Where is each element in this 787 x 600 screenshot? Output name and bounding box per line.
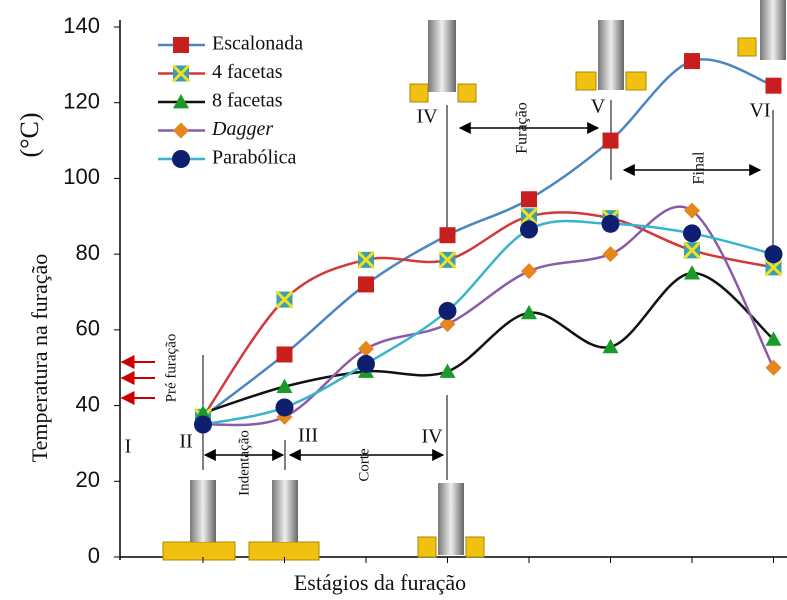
legend-label: Escalonada: [212, 33, 303, 55]
marker: [684, 53, 700, 69]
y-tick-label: 80: [76, 240, 100, 265]
marker: [358, 341, 374, 357]
legend-label: 4 facetas: [212, 61, 283, 83]
marker: [358, 252, 374, 268]
y-tick-label: 120: [63, 89, 100, 114]
legend-label: Parabólica: [212, 147, 297, 169]
annotation: Furação: [514, 102, 531, 154]
legend-marker: [173, 37, 189, 53]
marker: [440, 364, 456, 378]
marker: [277, 346, 293, 362]
marker: [683, 224, 701, 242]
marker: [684, 265, 700, 279]
annotation: IV: [416, 106, 438, 128]
annotation: Final: [691, 151, 708, 184]
y-axis-unit: (°C): [15, 112, 44, 157]
x-axis-label: Estágios da furação: [294, 570, 466, 595]
y-tick-label: 60: [76, 316, 100, 341]
annotation: VI: [749, 100, 770, 122]
marker: [439, 302, 457, 320]
legend-label: 8 facetas: [212, 90, 283, 112]
marker: [521, 263, 537, 279]
marker: [276, 398, 294, 416]
y-tick-label: 40: [76, 391, 100, 416]
marker: [765, 245, 783, 263]
annotation: V: [591, 96, 606, 118]
y-tick-label: 100: [63, 164, 100, 189]
marker: [603, 246, 619, 262]
marker: [603, 133, 619, 149]
y-tick-label: 140: [63, 13, 100, 38]
chart: Estágios da furação Temperatura na furaç…: [0, 0, 787, 600]
marker: [766, 360, 782, 376]
marker: [357, 355, 375, 373]
marker: [684, 242, 700, 258]
marker: [602, 215, 620, 233]
annotation: III: [298, 425, 318, 447]
marker: [520, 221, 538, 239]
annotation: I: [125, 436, 132, 458]
marker: [440, 227, 456, 243]
marker: [277, 292, 293, 308]
y-axis-label: Temperatura na furação: [27, 254, 52, 463]
marker: [766, 78, 782, 94]
annotation: Indentação: [236, 430, 252, 496]
legend-marker: [172, 150, 190, 168]
legend-marker: [173, 66, 189, 82]
decor: [120, 0, 787, 560]
marker: [440, 252, 456, 268]
y-tick-label: 20: [76, 467, 100, 492]
annotation: IV: [421, 426, 443, 448]
annotation: Pré furação: [163, 334, 179, 403]
marker: [358, 276, 374, 292]
legend-label: Dagger: [211, 118, 273, 140]
marker: [521, 191, 537, 207]
annotation: II: [179, 431, 192, 453]
marker: [194, 416, 212, 434]
annotation: Corte: [356, 448, 372, 482]
y-tick-label: 0: [88, 543, 100, 568]
